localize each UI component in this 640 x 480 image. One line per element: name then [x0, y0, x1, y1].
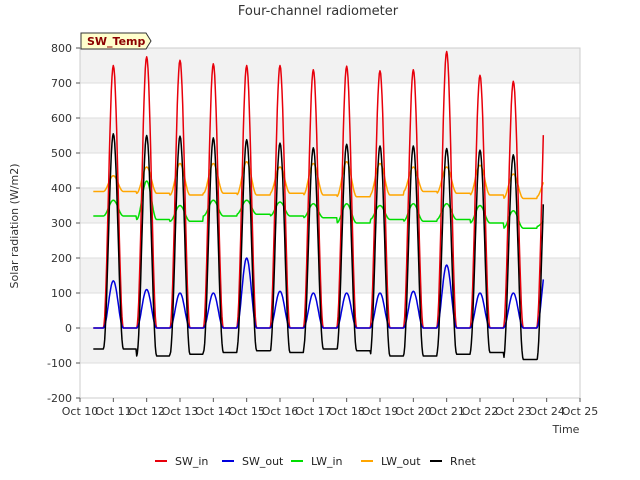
legend: SW_in SW_out LW_in LW_out Rnet [155, 455, 476, 468]
plot-band [80, 328, 580, 363]
x-tick-label: Oct 22 [462, 405, 499, 418]
x-tick-label: Oct 21 [428, 405, 465, 418]
series-sw-out-line [93, 257, 545, 329]
series-rnet-line [93, 133, 545, 361]
x-tick-label: Oct 16 [262, 405, 299, 418]
x-tick-label: Oct 13 [162, 405, 199, 418]
x-tick-label: Oct 19 [362, 405, 399, 418]
x-tick-label: Oct 10 [62, 405, 99, 418]
x-tick-label: Oct 24 [528, 405, 565, 418]
legend-label: LW_out [381, 455, 421, 468]
y-tick-label: -200 [47, 392, 72, 405]
x-tick-label: Oct 11 [95, 405, 132, 418]
y-tick-label: 100 [51, 287, 72, 300]
x-tick-label: Oct 14 [195, 405, 232, 418]
y-tick-label: 0 [65, 322, 72, 335]
legend-label: SW_out [242, 455, 284, 468]
y-tick-label: 700 [51, 77, 72, 90]
annotation-text: SW_Temp [87, 35, 146, 48]
plot-band [80, 118, 580, 153]
legend-label: LW_in [311, 455, 343, 468]
legend-label: SW_in [175, 455, 208, 468]
x-axis-label: Time [552, 423, 580, 436]
x-tick-label: Oct 12 [128, 405, 165, 418]
legend-label: Rnet [450, 455, 476, 468]
y-tick-label: 600 [51, 112, 72, 125]
x-tick-label: Oct 18 [328, 405, 365, 418]
y-axis-label: Solar radiation (W/m2) [8, 163, 21, 288]
x-tick-label: Oct 17 [295, 405, 332, 418]
x-tick-label: Oct 25 [562, 405, 599, 418]
y-tick-label: 300 [51, 217, 72, 230]
x-tick-label: Oct 20 [395, 405, 432, 418]
plot-band [80, 258, 580, 293]
x-tick-label: Oct 23 [495, 405, 532, 418]
x-tick-label: Oct 15 [228, 405, 265, 418]
annotation-badge: SW_Temp [80, 32, 152, 50]
series-layer [93, 50, 545, 361]
y-tick-label: 400 [51, 182, 72, 195]
plot-band [80, 48, 580, 83]
y-tick-label: 200 [51, 252, 72, 265]
y-tick-label: -100 [47, 357, 72, 370]
y-tick-label: 500 [51, 147, 72, 160]
chart-title: Four-channel radiometer [238, 4, 399, 19]
y-tick-label: 800 [51, 42, 72, 55]
